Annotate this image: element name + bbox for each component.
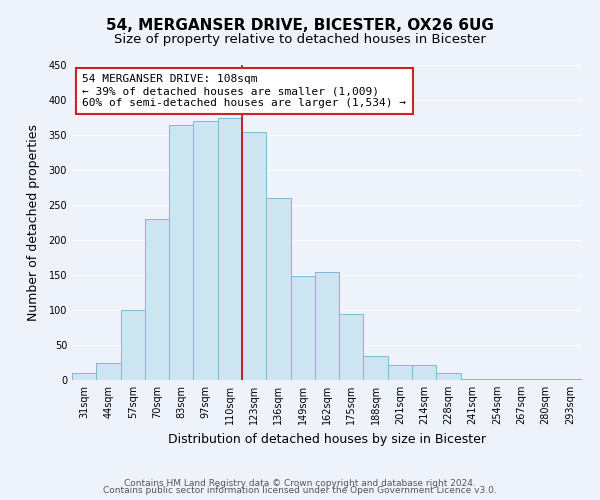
Bar <box>266 198 290 380</box>
Bar <box>315 272 339 380</box>
Bar <box>388 364 412 380</box>
Bar <box>412 364 436 380</box>
Text: 54 MERGANSER DRIVE: 108sqm
← 39% of detached houses are smaller (1,009)
60% of s: 54 MERGANSER DRIVE: 108sqm ← 39% of deta… <box>82 74 406 108</box>
Text: Size of property relative to detached houses in Bicester: Size of property relative to detached ho… <box>114 32 486 46</box>
Bar <box>242 132 266 380</box>
Text: 54, MERGANSER DRIVE, BICESTER, OX26 6UG: 54, MERGANSER DRIVE, BICESTER, OX26 6UG <box>106 18 494 32</box>
Bar <box>558 378 582 380</box>
Bar <box>145 219 169 380</box>
Bar <box>96 362 121 380</box>
Bar <box>339 314 364 380</box>
Bar <box>364 356 388 380</box>
Bar <box>193 121 218 380</box>
Text: Contains public sector information licensed under the Open Government Licence v3: Contains public sector information licen… <box>103 486 497 495</box>
Bar <box>72 373 96 380</box>
Bar <box>169 124 193 380</box>
Bar <box>509 378 533 380</box>
Bar <box>533 378 558 380</box>
X-axis label: Distribution of detached houses by size in Bicester: Distribution of detached houses by size … <box>168 432 486 446</box>
Bar <box>121 310 145 380</box>
Y-axis label: Number of detached properties: Number of detached properties <box>27 124 40 321</box>
Bar <box>436 373 461 380</box>
Bar <box>485 378 509 380</box>
Bar <box>290 276 315 380</box>
Bar <box>218 118 242 380</box>
Bar <box>461 378 485 380</box>
Text: Contains HM Land Registry data © Crown copyright and database right 2024.: Contains HM Land Registry data © Crown c… <box>124 478 476 488</box>
